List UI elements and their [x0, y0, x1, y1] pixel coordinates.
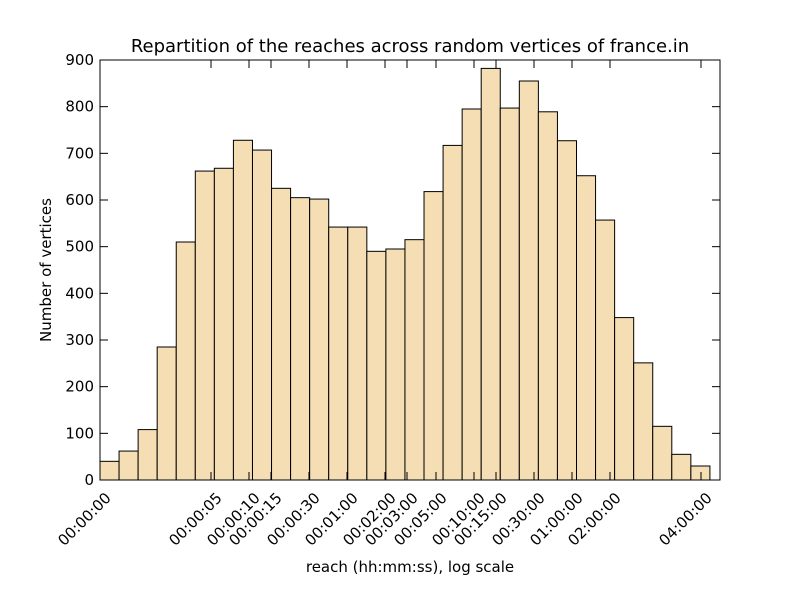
histogram-bar — [385, 248, 406, 481]
histogram-bar — [366, 250, 387, 481]
histogram-bar — [271, 187, 292, 481]
histogram-bar — [404, 239, 425, 481]
bars-group — [99, 67, 711, 481]
x-tick-label: 00:00:00 — [54, 489, 114, 549]
histogram-bar — [537, 111, 558, 481]
histogram-bar — [576, 175, 597, 481]
y-tick-label: 400 — [65, 284, 94, 302]
y-tick-label: 300 — [65, 331, 94, 349]
histogram-bar — [309, 198, 330, 481]
histogram-bar — [328, 226, 349, 481]
y-tick-label: 200 — [65, 378, 94, 396]
histogram-bar — [690, 465, 711, 481]
y-tick-label: 900 — [65, 51, 94, 69]
histogram-bar — [442, 144, 463, 481]
histogram-bar — [556, 140, 578, 481]
histogram-bar — [156, 346, 177, 481]
y-axis-label: Number of vertices — [37, 198, 55, 342]
y-tick-label: 100 — [65, 424, 94, 442]
histogram-bar — [232, 139, 253, 481]
plot-frame — [99, 59, 721, 481]
histogram-bar — [595, 219, 616, 481]
histogram-bar — [499, 107, 520, 481]
y-tick-label: 0 — [84, 471, 94, 489]
y-axis: 0 100 200 300 400 500 600 700 800 900 — [65, 51, 720, 489]
histogram-bar — [461, 108, 482, 481]
histogram-bar — [194, 170, 215, 481]
histogram-bar — [213, 167, 234, 481]
histogram-bar — [175, 241, 196, 481]
x-tick-label: 04:00:00 — [655, 489, 715, 549]
y-tick-label: 500 — [65, 238, 94, 256]
histogram-bar — [251, 149, 273, 481]
histogram-bar — [347, 226, 368, 481]
y-tick-label: 700 — [65, 144, 94, 162]
histogram-bar — [614, 317, 635, 481]
y-tick-label: 600 — [65, 191, 94, 209]
histogram-bar — [423, 191, 444, 481]
chart-title: Repartition of the reaches across random… — [131, 36, 689, 57]
histogram-bar — [118, 450, 139, 481]
histogram-bar — [290, 197, 311, 481]
y-tick-label: 800 — [65, 98, 94, 116]
histogram-bar — [137, 429, 158, 481]
histogram-bar — [99, 460, 120, 481]
histogram-bar — [518, 80, 539, 481]
histogram-bar — [671, 453, 692, 481]
x-axis-label: reach (hh:mm:ss), log scale — [306, 558, 514, 576]
histogram-bar — [480, 67, 501, 481]
histogram-bar — [652, 425, 673, 481]
histogram-bar — [633, 362, 654, 481]
